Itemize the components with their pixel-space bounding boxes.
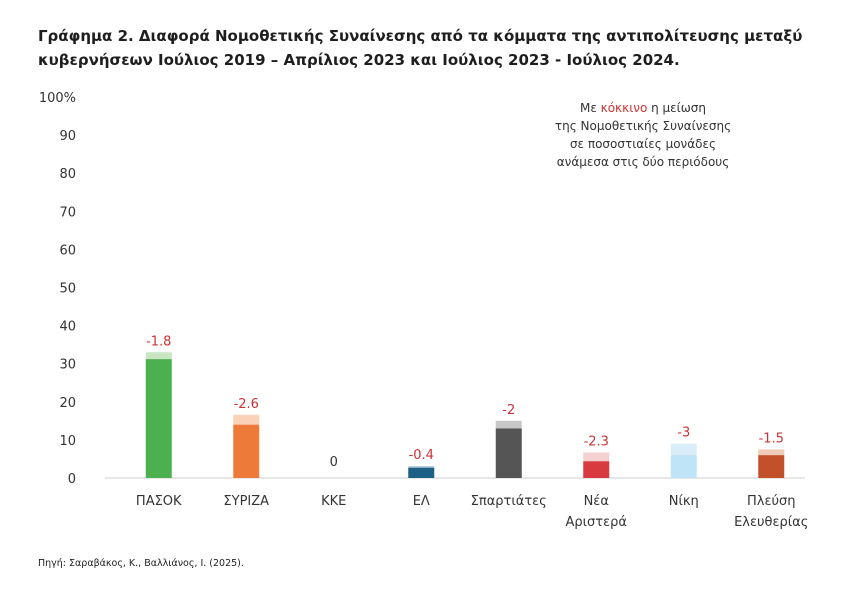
source-note: Πηγή: Σαραβάκος, Κ., Βαλλιάνος, Ι. (2025…: [38, 558, 244, 569]
annotation-note: Με κόκκινο η μείωση της Νομοθετικής Συνα…: [520, 99, 766, 171]
y-tick-label: 70: [59, 205, 76, 220]
bar-reduction: [495, 420, 522, 429]
annotation-text: Με: [579, 101, 601, 115]
annotation-line-4: ανάμεσα στις δύο περιόδους: [556, 155, 730, 169]
annotation-line-2: της Νομοθετικής Συναίνεσης: [554, 119, 732, 133]
bar-reduction: [583, 452, 610, 462]
data-label: -1.5: [759, 431, 784, 446]
bar-reduction: [408, 466, 435, 468]
bar: [408, 467, 435, 478]
x-tick-label: Πλεύση: [747, 494, 796, 509]
bar: [583, 461, 610, 478]
y-tick-label: 0: [68, 472, 76, 487]
y-tick-label: 10: [59, 434, 76, 449]
x-tick-label: Αριστερά: [566, 515, 627, 530]
x-tick-label: Σπαρτιάτες: [471, 494, 547, 509]
bar: [233, 424, 260, 478]
x-tick-label: ΚΚΕ: [321, 494, 346, 509]
y-tick-label: 20: [59, 396, 76, 411]
x-tick-label: Νίκη: [669, 494, 699, 509]
data-label: 0: [330, 455, 338, 470]
y-tick-label: 60: [59, 243, 76, 258]
chart-title: Γράφημα 2. Διαφορά Νομοθετικής Συναίνεση…: [38, 27, 803, 69]
y-tick-label: 40: [59, 320, 76, 335]
data-label: -2.6: [234, 397, 259, 412]
bar-reduction: [670, 443, 697, 456]
annotation-text: η μείωση: [647, 101, 706, 115]
bar: [758, 455, 785, 478]
annotation-line-3: σε ποσοστιαίες μονάδες: [569, 137, 717, 151]
data-label: -3: [677, 426, 690, 441]
bar-reduction: [233, 414, 260, 425]
bar-reduction: [145, 352, 172, 360]
bar: [670, 455, 697, 478]
data-label: -2.3: [584, 434, 609, 449]
annotation-line-1: Με κόκκινο η μείωση: [520, 99, 766, 117]
data-label: -1.8: [146, 334, 171, 349]
y-tick-label: 50: [59, 282, 76, 297]
x-tick-label: ΣΥΡΙΖΑ: [223, 494, 269, 509]
x-tick-label: Νέα: [584, 494, 609, 509]
x-tick-label: ΕΛ: [413, 494, 430, 509]
bar: [145, 359, 172, 478]
bar-reduction: [758, 449, 785, 456]
y-tick-label: 90: [59, 129, 76, 144]
bar: [495, 428, 522, 478]
data-label: -0.4: [409, 448, 434, 463]
data-label: -2: [502, 403, 515, 418]
y-tick-label: 100%: [39, 91, 76, 106]
y-tick-label: 30: [59, 358, 76, 373]
y-tick-label: 80: [59, 167, 76, 182]
x-tick-label: Ελευθερίας: [734, 515, 808, 530]
x-tick-label: ΠΑΣΟΚ: [136, 494, 182, 509]
annotation-red-word: κόκκινο: [600, 101, 648, 115]
